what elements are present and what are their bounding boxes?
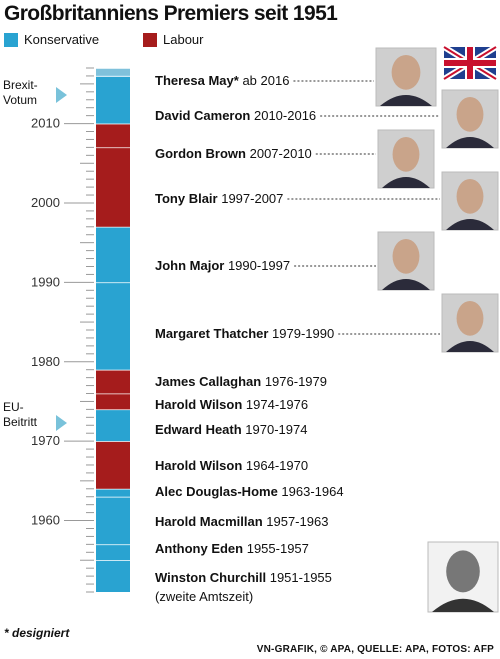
- premier-label: John Major 1990-1997: [155, 258, 290, 273]
- event-brexit-line1: Brexit-: [3, 78, 38, 92]
- legend-label-konservative: Konservative: [24, 32, 100, 47]
- bar-segment: [96, 123, 130, 148]
- premier-label: Harold Macmillan 1957-1963: [155, 514, 328, 529]
- axis-tick-label: 1990: [31, 274, 60, 289]
- premier-name: Edward Heath: [155, 422, 242, 437]
- premier-name: Anthony Eden: [155, 541, 243, 556]
- premier-label: Winston Churchill 1951-1955: [155, 570, 332, 585]
- bar-segment: [96, 441, 130, 489]
- legend-konservative: Konservative: [4, 32, 99, 47]
- event-brexit-line2: Votum: [3, 93, 38, 107]
- axis-tick-label: 1970: [31, 433, 60, 448]
- premier-name: Harold Wilson: [155, 397, 242, 412]
- chart-title: Großbritanniens Premiers seit 1951: [4, 2, 338, 25]
- bar-segment: [96, 369, 130, 394]
- union-jack-flag: [442, 44, 498, 82]
- gordon-brown-photo: [377, 129, 435, 189]
- theresa-may-photo: [375, 47, 437, 107]
- premier-name: Harold Macmillan: [155, 514, 263, 529]
- premier-years: 1970-1974: [242, 422, 308, 437]
- bar-segment: [96, 147, 130, 227]
- legend-label-labour: Labour: [163, 32, 204, 47]
- axis-tick-label: 1980: [31, 354, 60, 369]
- premier-years: 1955-1957: [243, 541, 309, 556]
- premier-label: Harold Wilson 1964-1970: [155, 458, 308, 473]
- premier-name: James Callaghan: [155, 374, 261, 389]
- premier-years: 1957-1963: [263, 514, 329, 529]
- premier-name: Harold Wilson: [155, 458, 242, 473]
- bar-segment: [96, 282, 130, 370]
- footnote: * designiert: [4, 626, 70, 640]
- premier-years: 1990-1997: [224, 258, 290, 273]
- premier-label: Gordon Brown 2007-2010: [155, 146, 312, 161]
- premier-years: 1997-2007: [218, 191, 284, 206]
- bar-segment: [96, 544, 130, 561]
- premier-years: 1974-1976: [242, 397, 308, 412]
- premier-years: 1963-1964: [278, 484, 344, 499]
- premier-label: Theresa May* ab 2016: [155, 73, 289, 88]
- legend-swatch-labour: [143, 32, 157, 47]
- premier-name: Gordon Brown: [155, 146, 246, 161]
- premier-name: Theresa May*: [155, 73, 240, 88]
- premier-name: Margaret Thatcher: [155, 326, 268, 341]
- premier-label: Alec Douglas-Home 1963-1964: [155, 484, 344, 499]
- premier-years: 1964-1970: [242, 458, 308, 473]
- premier-name: Winston Churchill: [155, 570, 266, 585]
- axis-tick-label: 2010: [31, 116, 60, 131]
- premier-label: James Callaghan 1976-1979: [155, 374, 327, 389]
- winston-churchill-photo: [427, 541, 499, 613]
- bar-segment: [96, 560, 130, 592]
- bar-segment: [96, 393, 130, 410]
- tony-blair-photo: [441, 171, 499, 231]
- premier-years: 1979-1990: [268, 326, 334, 341]
- premier-name: David Cameron: [155, 108, 250, 123]
- bar-segment: [96, 496, 130, 545]
- premier-name: Tony Blair: [155, 191, 218, 206]
- event-eu-line2: Beitritt: [3, 415, 38, 429]
- event-eu-line1: EU-: [3, 400, 24, 414]
- premier-years: 1976-1979: [261, 374, 327, 389]
- legend-swatch-konservative: [4, 32, 18, 47]
- john-major-photo: [377, 231, 435, 291]
- bar-segment: [96, 68, 130, 76]
- bar-segment: [96, 409, 130, 442]
- legend-labour: Labour: [143, 32, 203, 47]
- bar-segment: [96, 226, 130, 283]
- premier-extra: (zweite Amtszeit): [155, 589, 253, 604]
- axis-tick-label: 1960: [31, 513, 60, 528]
- event-brexit-label: Brexit- Votum: [3, 78, 38, 108]
- margaret-thatcher-photo: [441, 293, 499, 353]
- premier-years: 2007-2010: [246, 146, 312, 161]
- event-eu-label: EU- Beitritt: [3, 400, 37, 430]
- premier-label: Margaret Thatcher 1979-1990: [155, 326, 334, 341]
- bar-segment: [96, 488, 130, 497]
- premier-label: Edward Heath 1970-1974: [155, 422, 307, 437]
- premier-label: David Cameron 2010-2016: [155, 108, 316, 123]
- premier-label: Tony Blair 1997-2007: [155, 191, 283, 206]
- source-credit: VN-GRAFIK, © APA, QUELLE: APA, FOTOS: AF…: [256, 644, 494, 655]
- eu-arrow-icon: [56, 415, 67, 431]
- premier-name: Alec Douglas-Home: [155, 484, 278, 499]
- premier-label: Harold Wilson 1974-1976: [155, 397, 308, 412]
- david-cameron-photo: [441, 89, 499, 149]
- premier-label: Anthony Eden 1955-1957: [155, 541, 309, 556]
- bar-segment: [96, 75, 130, 124]
- premier-years: 1951-1955: [266, 570, 332, 585]
- premier-name: John Major: [155, 258, 224, 273]
- axis-tick-label: 2000: [31, 195, 60, 210]
- premier-years: 2010-2016: [250, 108, 316, 123]
- premier-years: ab 2016: [239, 73, 290, 88]
- brexit-arrow-icon: [56, 87, 67, 103]
